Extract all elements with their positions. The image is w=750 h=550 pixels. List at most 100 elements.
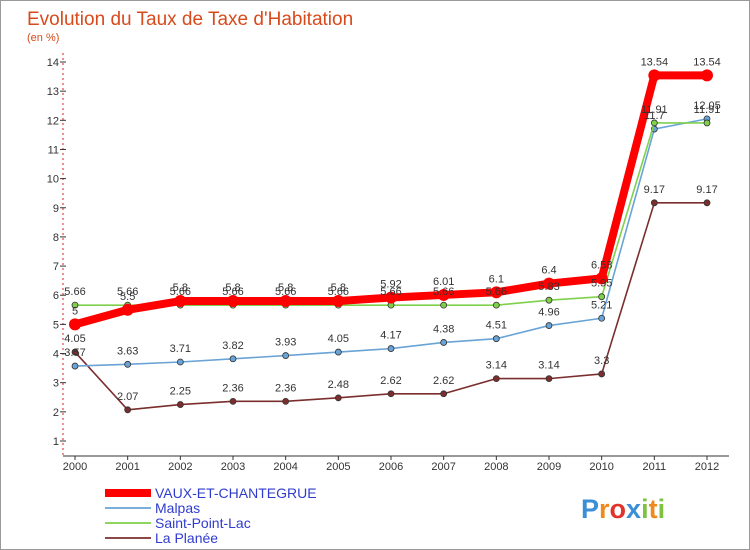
data-point <box>703 199 711 207</box>
unit-label: (en %) <box>27 32 59 44</box>
data-label: 9.17 <box>644 184 665 196</box>
data-point <box>176 401 184 408</box>
data-label: 5.92 <box>380 279 401 291</box>
data-label: 6.4 <box>541 265 556 277</box>
data-point <box>229 355 237 363</box>
legend-label: Saint-Point-Lac <box>155 515 251 531</box>
legend-label: Malpas <box>155 500 200 516</box>
data-point <box>332 295 345 308</box>
proxiti-logo: Proxiti <box>581 494 665 524</box>
data-label: 2.48 <box>328 379 349 391</box>
data-point <box>701 69 713 82</box>
x-tick-label: 2004 <box>273 461 297 473</box>
data-label: 5.5 <box>120 291 135 303</box>
x-tick-label: 2002 <box>168 461 192 473</box>
data-point <box>174 295 187 308</box>
y-tick-label: 14 <box>47 57 59 69</box>
logo-x: x <box>626 494 641 524</box>
data-label: 12.05 <box>693 100 721 112</box>
data-label: 11.91 <box>694 104 721 116</box>
x-tick-label: 2008 <box>484 461 508 473</box>
data-point <box>282 397 290 405</box>
x-tick-label: 2001 <box>115 461 139 473</box>
data-label: 5.66 <box>222 286 243 298</box>
data-point <box>124 360 132 368</box>
data-point <box>279 295 292 308</box>
data-label: 5.8 <box>173 282 188 294</box>
data-point <box>545 375 553 383</box>
data-point <box>71 362 79 370</box>
data-point <box>440 390 448 398</box>
data-label: 2.36 <box>222 382 243 394</box>
data-point <box>492 335 500 343</box>
data-label: 3.82 <box>222 340 243 352</box>
data-label: 3.57 <box>64 347 85 359</box>
y-tick-label: 5 <box>53 319 59 331</box>
data-label: 3.71 <box>170 343 191 355</box>
chart-title: Evolution du Taux de Taxe d'Habitation <box>27 9 353 30</box>
data-label: 2.36 <box>275 382 296 394</box>
data-point <box>334 348 342 356</box>
y-tick-label: 2 <box>53 407 59 419</box>
logo-o: o <box>610 494 627 524</box>
data-label: 4.38 <box>433 323 454 335</box>
data-label: 5.66 <box>328 286 349 298</box>
data-point <box>121 303 134 316</box>
data-point <box>492 301 500 309</box>
data-point <box>543 277 555 290</box>
y-tick-label: 9 <box>53 203 59 215</box>
data-point <box>492 375 500 383</box>
x-tick-label: 2010 <box>589 461 613 473</box>
data-label: 2.07 <box>117 391 138 403</box>
legend: VAUX-ET-CHANTEGRUEMalpasSaint-Point-LacL… <box>105 485 317 546</box>
data-label: 5.8 <box>225 282 240 294</box>
data-point <box>334 394 342 402</box>
data-point <box>124 406 132 414</box>
y-tick-label: 11 <box>48 144 59 156</box>
data-label: 13.54 <box>693 56 721 68</box>
legend-label: VAUX-ET-CHANTEGRUE <box>155 485 317 501</box>
data-point <box>387 345 395 352</box>
data-label: 3.63 <box>117 345 138 357</box>
data-label: 5.95 <box>591 278 612 290</box>
data-label: 11.91 <box>641 104 668 116</box>
logo-text: Proxiti <box>581 494 665 524</box>
data-label: 5.66 <box>117 286 138 298</box>
data-point <box>176 358 184 366</box>
data-label: 5.66 <box>380 286 401 298</box>
x-tick-label: 2003 <box>221 461 245 473</box>
data-label: 5 <box>72 305 78 317</box>
x-tick-label: 2009 <box>537 461 561 473</box>
data-point <box>385 291 397 304</box>
data-label: 5.83 <box>538 281 559 293</box>
data-point <box>229 397 237 405</box>
data-point <box>598 293 606 301</box>
data-point <box>648 69 661 82</box>
x-tick-label: 2006 <box>379 461 403 473</box>
data-label: 2.25 <box>170 386 191 398</box>
data-point <box>440 339 448 346</box>
y-tick-label: 4 <box>53 349 59 361</box>
data-label: 3.3 <box>594 355 609 367</box>
data-label: 13.54 <box>641 56 669 68</box>
data-label: 4.51 <box>486 320 507 332</box>
data-point <box>71 301 79 309</box>
x-tick-label: 2005 <box>326 461 350 473</box>
data-point <box>650 119 658 127</box>
data-label: 5.8 <box>278 282 293 294</box>
data-label: 6.1 <box>489 273 504 285</box>
data-point <box>227 295 239 308</box>
logo-p: P <box>581 494 599 524</box>
y-tick-label: 13 <box>47 86 59 98</box>
data-label: 4.96 <box>538 307 559 319</box>
data-label: 5.21 <box>591 299 612 311</box>
data-point <box>598 314 606 322</box>
y-tick-label: 1 <box>53 436 59 448</box>
y-tick-label: 10 <box>47 174 59 186</box>
data-point <box>545 296 553 304</box>
data-label: 3.14 <box>538 360 559 372</box>
data-label: 2.62 <box>433 375 454 387</box>
